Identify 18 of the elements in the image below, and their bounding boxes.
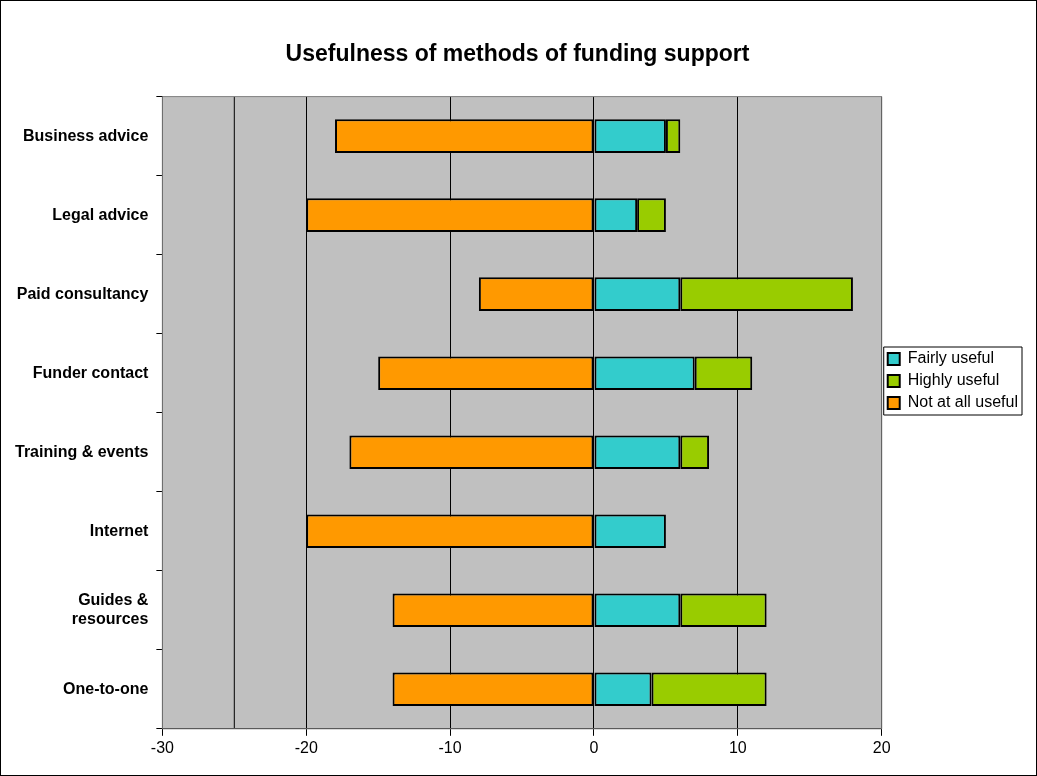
legend-label: Highly useful [907,371,1000,389]
y-tick-label: Funder contact [32,363,150,381]
x-tick-label: 20 [872,738,891,756]
chart-title: Usefulness of methods of funding support [285,40,750,67]
y-tick-label: Training & events [14,442,149,460]
y-tick-label: One-to-one [63,679,149,697]
y-tick-label: Business advice [22,126,149,144]
x-tick-label: -20 [294,738,318,756]
y-tick-label: Guides & resources [71,591,149,628]
legend-label: Fairly useful [907,349,994,367]
legend-label: Not at all useful [907,393,1018,411]
x-tick-label: -30 [150,738,175,756]
y-tick-label: Paid consultancy [16,284,149,302]
x-tick-label: 10 [728,738,747,756]
y-tick-label: Internet [89,521,150,539]
y-tick-label: Legal advice [52,205,149,223]
x-tick-label: -10 [438,738,462,756]
x-tick-label: 0 [589,738,599,756]
